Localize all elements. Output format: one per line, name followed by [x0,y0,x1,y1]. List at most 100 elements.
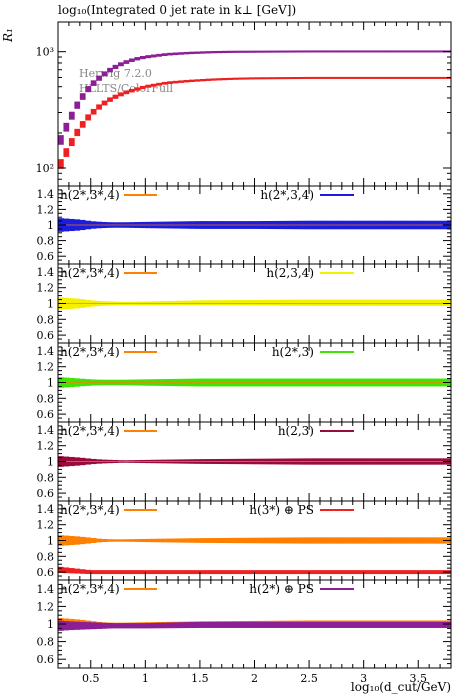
data-bin [325,76,332,79]
y-tick-label: 1 [47,298,54,311]
data-bin [341,76,348,79]
data-bin [369,50,375,53]
ratio-bin [374,570,381,575]
ratio-bin [259,621,266,628]
ratio-bin [341,570,348,575]
ratio-bin [320,299,326,306]
data-bin [85,114,92,121]
ratio-bin [112,539,119,542]
y-tick-label: 1.4 [37,424,55,437]
ratio-bin [150,538,157,543]
ratio-bin [369,621,375,628]
ratio-bin [161,538,168,543]
ratio-bin [238,621,244,628]
data-bin [341,50,348,53]
data-bin [380,76,386,79]
data-bin [101,100,108,106]
ratio-bin [303,570,310,575]
ratio-bin [292,621,299,628]
ratio-bin [68,621,75,631]
ratio-bin [199,621,206,628]
ratio-bin [396,570,403,575]
ratio-bin [123,570,130,575]
ratio-bin [330,570,337,575]
ratio-bin [183,300,190,306]
data-bin [243,77,250,80]
ratio-bin [292,299,299,306]
ratio-bin [330,537,337,544]
data-bin [101,71,108,77]
ratio-bin [238,300,244,306]
data-bin [156,82,163,86]
y-tick-label: 0.6 [37,653,55,666]
data-bin [172,80,179,84]
ratio-bin [118,539,124,542]
ratio-bin [68,535,75,546]
ratio-bin [112,623,119,629]
ratio-bin [341,621,348,628]
data-bin [254,77,261,80]
ratio-bin [270,537,277,544]
ratio-bin [249,537,255,544]
data-bin [390,76,397,79]
ratio-bin [303,299,310,306]
ratio-bin [254,537,261,544]
data-bin [85,86,92,93]
ratio-bin [101,539,108,542]
ratio-bin [445,621,452,628]
ratio-bin [194,538,201,543]
ratio-bin [79,569,86,574]
x-tick-label: 1.5 [191,672,209,685]
ratio-bin [265,621,272,628]
data-bin [96,75,102,81]
ratio-bin [221,570,228,575]
ratio-bin [369,299,375,306]
ratio-bin [107,539,113,542]
data-bin [161,53,168,56]
ratio-bin [205,538,212,543]
ratio-bin [352,537,359,544]
y-tick-label: 0.6 [37,487,55,500]
ratio-bin [58,566,64,573]
ratio-bin [347,299,354,306]
ratio-bin [183,570,190,575]
ratio-bin [292,537,299,544]
ratio-bin [265,299,272,306]
ratio-bin [407,570,414,575]
y-tick-label: 1.2 [37,361,55,374]
ratio-bin [178,538,184,543]
data-bin [309,50,315,53]
ratio-bin [118,570,124,575]
ratio-bin [96,570,102,575]
data-bin [150,54,157,58]
ratio-bin [128,623,135,629]
data-bin [194,79,201,82]
data-bin [227,77,233,80]
data-bin [281,50,288,53]
ratio-bin [63,535,70,546]
ratio-bin [380,621,386,628]
ratio-bin [314,537,321,544]
ratio-bin [216,537,223,544]
ratio-bin [287,570,294,575]
ratio-bin [249,621,255,628]
ratio-bin [243,537,250,544]
ratio-bin [254,299,261,306]
data-bin [412,50,419,53]
y-tick-label: 1 [47,535,54,548]
ratio-bin [134,570,141,575]
y-tick-label: 1.2 [37,440,55,453]
data-bin [210,51,217,54]
data-bin [68,111,75,120]
ratio-bin [134,539,141,542]
ratio-bin [85,569,92,574]
data-bin [259,50,266,53]
data-bin [68,138,75,147]
ratio-bin [145,538,152,543]
ratio-bin [101,570,108,575]
ratio-bin [440,621,446,628]
data-bin [265,50,272,53]
ratio-bin [401,570,408,575]
ratio-bin [325,621,332,628]
ratio-bin [107,623,113,629]
